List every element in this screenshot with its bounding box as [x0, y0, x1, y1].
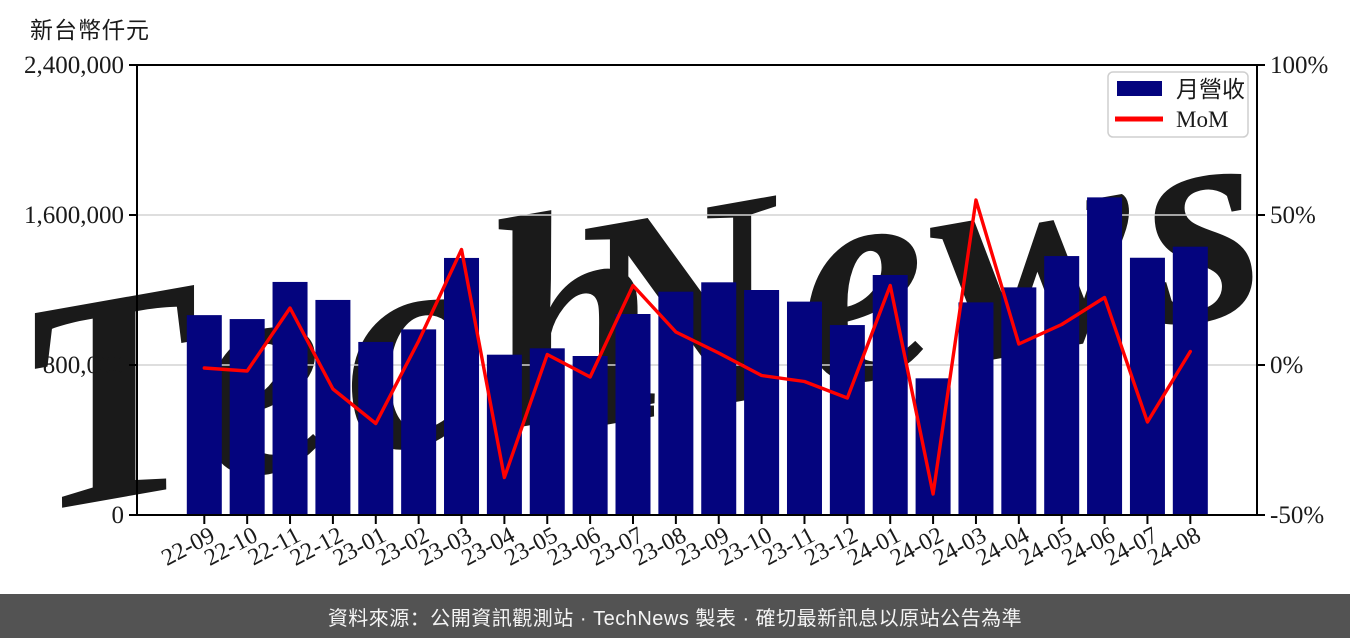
bar-23-02	[401, 329, 437, 515]
left-tick-label: 800,000	[43, 352, 124, 379]
caption-text: 資料來源：公開資訊觀測站 · TechNews 製表 · 確切最新訊息以原站公告…	[327, 607, 1023, 630]
y-axis-title: 新台幣仟元	[30, 18, 150, 43]
right-tick-label: 100%	[1270, 52, 1328, 79]
bar-23-11	[786, 301, 822, 515]
legend: 月營收 MoM	[1107, 71, 1249, 138]
legend-label-mom: MoM	[1176, 107, 1228, 132]
bar-23-06	[572, 356, 608, 515]
bar-24-06	[1087, 197, 1123, 515]
plot-frame	[136, 64, 1258, 516]
left-tick-label: 2,400,000	[24, 52, 124, 79]
right-tick-label: 0%	[1270, 352, 1303, 379]
bar-24-04	[1001, 287, 1037, 515]
revenue-bars	[186, 197, 1208, 515]
bar-23-03	[444, 257, 480, 515]
bar-23-04	[486, 354, 522, 515]
right-tick-label: -50%	[1270, 502, 1324, 529]
bar-23-09	[701, 282, 737, 515]
bar-23-01	[358, 341, 394, 515]
legend-bar-swatch	[1117, 81, 1162, 96]
legend-label-revenue: 月營收	[1176, 77, 1245, 102]
bar-24-05	[1044, 256, 1080, 515]
mom-line	[202, 198, 1193, 496]
bar-23-08	[658, 291, 694, 515]
bar-23-10	[744, 290, 780, 515]
left-tick-label: 0	[112, 502, 125, 529]
bar-22-10	[229, 319, 265, 515]
bar-24-01	[872, 275, 908, 515]
bar-22-11	[272, 281, 308, 515]
right-tick-label: 50%	[1270, 202, 1316, 229]
left-axis: 0 800,000 1,600,000 2,400,000	[24, 52, 137, 529]
left-tick-label: 1,600,000	[24, 202, 124, 229]
bar-22-09	[186, 315, 222, 515]
bar-23-05	[529, 348, 565, 515]
bar-22-12	[315, 299, 351, 515]
bar-23-12	[829, 325, 865, 515]
right-axis: -50% 0% 50% 100%	[1257, 52, 1328, 529]
caption-bar: 資料來源：公開資訊觀測站 · TechNews 製表 · 確切最新訊息以原站公告…	[0, 594, 1350, 638]
revenue-mom-chart: TechNews0800,0001,600,0002,400,000-50%0%…	[0, 42, 1328, 576]
bar-24-08	[1172, 246, 1208, 515]
bar-24-03	[958, 302, 994, 515]
bar-23-07	[615, 314, 651, 515]
